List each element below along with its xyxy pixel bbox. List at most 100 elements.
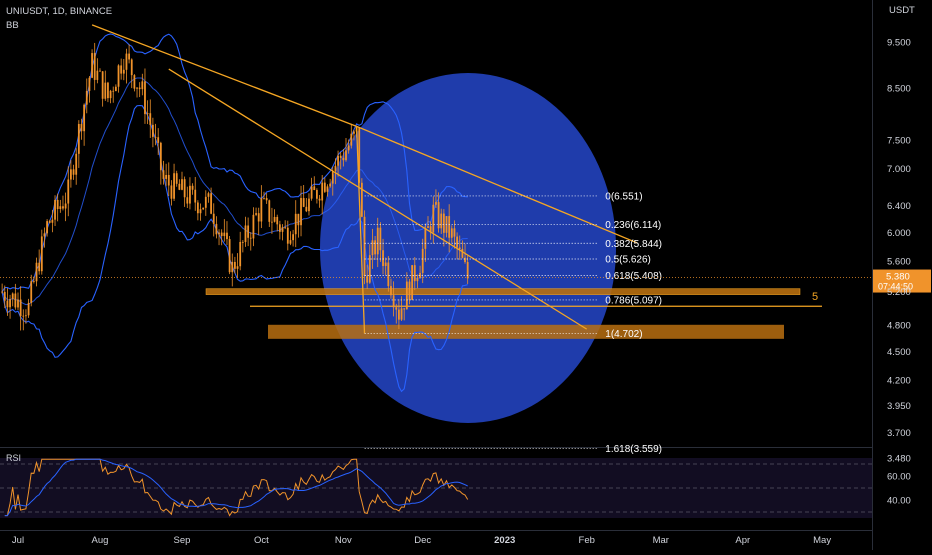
candle[interactable]	[56, 193, 59, 222]
candle[interactable]	[284, 220, 287, 230]
candle[interactable]	[191, 183, 194, 195]
candle[interactable]	[117, 64, 120, 93]
candle[interactable]	[249, 232, 252, 251]
candle[interactable]	[144, 68, 146, 124]
candle[interactable]	[405, 272, 408, 310]
candle[interactable]	[107, 81, 109, 103]
candle[interactable]	[297, 213, 300, 238]
candle[interactable]	[122, 58, 125, 81]
candle[interactable]	[416, 274, 419, 289]
candle[interactable]	[400, 296, 403, 322]
candle[interactable]	[3, 285, 6, 309]
candle[interactable]	[170, 180, 173, 206]
candle[interactable]	[43, 227, 46, 248]
candle[interactable]	[281, 224, 284, 241]
candle[interactable]	[440, 208, 443, 234]
candle[interactable]	[207, 191, 210, 203]
candle[interactable]	[93, 42, 96, 91]
candle[interactable]	[255, 207, 257, 217]
candle[interactable]	[51, 209, 54, 233]
candle[interactable]	[136, 87, 138, 98]
support-zone-lower[interactable]	[268, 324, 784, 339]
candle[interactable]	[403, 308, 406, 321]
candle[interactable]	[101, 71, 104, 107]
candle[interactable]	[384, 257, 387, 276]
candle[interactable]	[456, 232, 458, 260]
candle[interactable]	[75, 148, 78, 185]
candle[interactable]	[398, 299, 400, 329]
fib-level[interactable]: 1(4.702)	[364, 329, 643, 340]
candle[interactable]	[458, 235, 461, 260]
candle[interactable]	[99, 68, 101, 72]
candle[interactable]	[85, 78, 88, 114]
fib-level[interactable]: 0.786(5.097)	[364, 295, 662, 306]
candle[interactable]	[167, 162, 170, 197]
support-zone-upper[interactable]	[205, 288, 801, 295]
fib-level[interactable]: 0.382(5.844)	[364, 239, 662, 250]
trendline-steep-descending[interactable]	[168, 68, 588, 330]
candle[interactable]	[316, 188, 318, 204]
candle[interactable]	[437, 192, 440, 233]
candle[interactable]	[212, 203, 215, 237]
candle[interactable]	[80, 118, 83, 140]
candle[interactable]	[300, 185, 302, 237]
candle[interactable]	[371, 228, 374, 269]
candle[interactable]	[189, 177, 191, 210]
candle[interactable]	[347, 139, 350, 154]
candle[interactable]	[6, 288, 9, 316]
candle[interactable]	[234, 256, 236, 274]
candle[interactable]	[466, 255, 469, 284]
candle[interactable]	[138, 82, 141, 98]
fib-level[interactable]: 0.236(6.114)	[364, 220, 662, 231]
candle[interactable]	[313, 176, 316, 191]
candle[interactable]	[257, 207, 260, 236]
candle[interactable]	[321, 175, 324, 215]
candle[interactable]	[141, 73, 144, 96]
candle[interactable]	[154, 123, 157, 146]
candle[interactable]	[149, 99, 152, 138]
candle[interactable]	[334, 158, 337, 185]
candle[interactable]	[54, 195, 56, 227]
candle[interactable]	[130, 58, 133, 89]
candle[interactable]	[67, 166, 70, 217]
candle[interactable]	[308, 193, 310, 216]
candle[interactable]	[294, 200, 297, 248]
candle[interactable]	[342, 149, 345, 167]
impulse-drop-line[interactable]	[355, 126, 366, 334]
candle[interactable]	[11, 292, 14, 307]
candle[interactable]	[408, 278, 411, 305]
candle[interactable]	[231, 253, 234, 287]
candle[interactable]	[72, 164, 75, 180]
candle[interactable]	[302, 185, 305, 208]
candle[interactable]	[210, 187, 212, 215]
candle[interactable]	[424, 223, 427, 262]
candle[interactable]	[419, 265, 421, 279]
candle[interactable]	[337, 150, 339, 177]
candle[interactable]	[310, 177, 313, 201]
candle[interactable]	[77, 120, 80, 168]
candle[interactable]	[239, 231, 242, 271]
candle[interactable]	[38, 249, 41, 275]
candle[interactable]	[226, 221, 228, 246]
candle[interactable]	[427, 216, 429, 229]
candle[interactable]	[435, 189, 437, 209]
candle[interactable]	[360, 178, 363, 218]
candle[interactable]	[218, 229, 220, 246]
candle[interactable]	[1, 283, 4, 294]
candle[interactable]	[252, 207, 255, 247]
candle[interactable]	[114, 84, 117, 92]
candle[interactable]	[241, 240, 244, 253]
candle[interactable]	[260, 185, 263, 229]
candle[interactable]	[450, 225, 453, 243]
candle[interactable]	[202, 207, 205, 211]
candle[interactable]	[146, 100, 149, 125]
candle[interactable]	[318, 195, 321, 208]
bb-indicator-label[interactable]: BB	[6, 20, 19, 31]
candle[interactable]	[9, 294, 11, 319]
rsi-indicator-label[interactable]: RSI	[6, 453, 21, 463]
candle[interactable]	[278, 220, 281, 240]
fib-level[interactable]: 1.618(3.559)	[364, 444, 662, 455]
candle[interactable]	[120, 58, 123, 80]
